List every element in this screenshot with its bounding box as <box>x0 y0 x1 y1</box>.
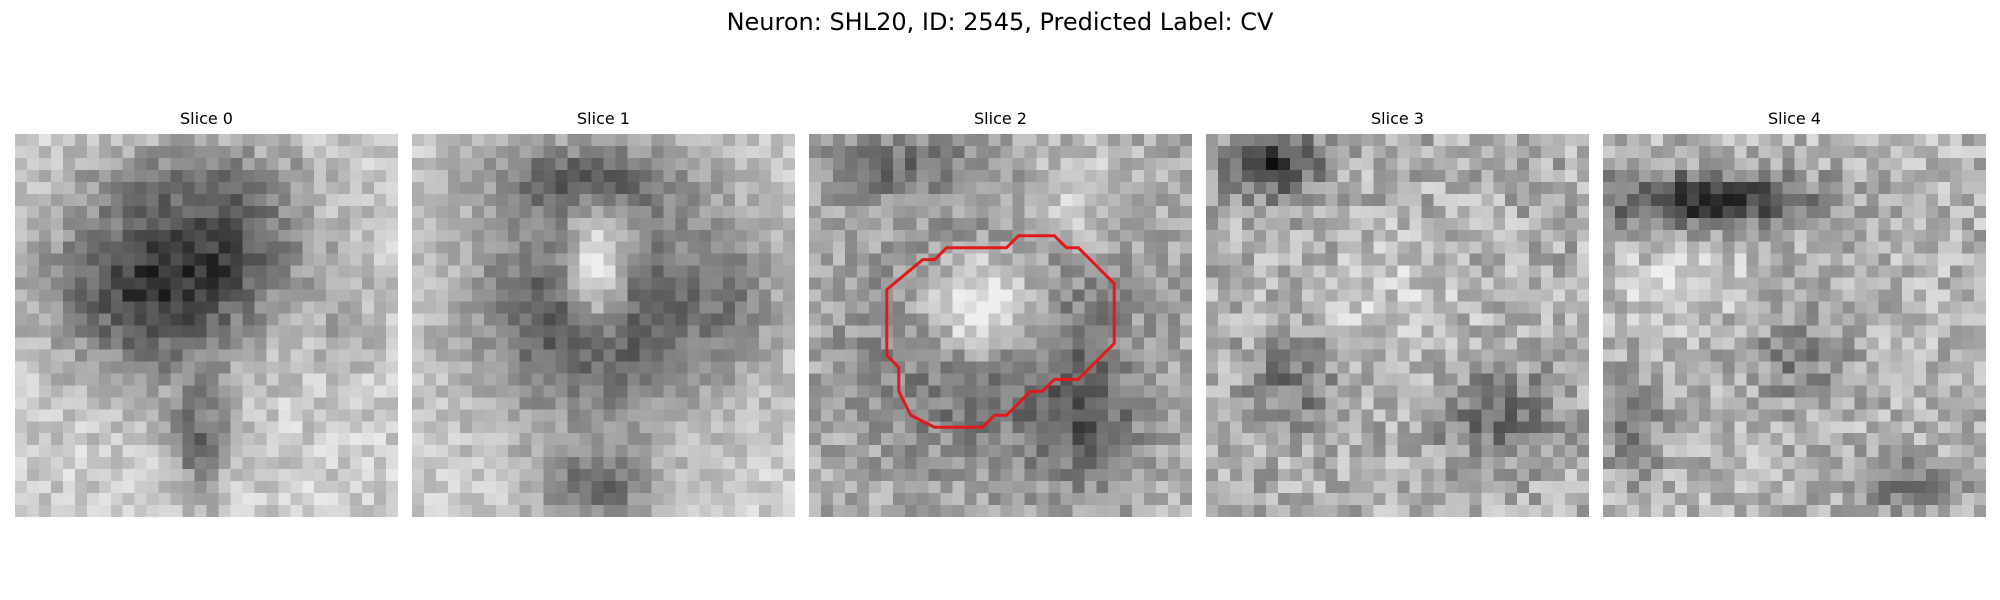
figure-title: Neuron: SHL20, ID: 2545, Predicted Label… <box>0 6 2000 38</box>
slice-image-1 <box>412 134 795 517</box>
slice-image-0 <box>15 134 398 517</box>
slice-panel-1: Slice 1 <box>412 106 795 517</box>
slice-title-4: Slice 4 <box>1603 106 1986 132</box>
slice-panel-2: Slice 2 <box>809 106 1192 517</box>
slice-panel-4: Slice 4 <box>1603 106 1986 517</box>
slice-title-1: Slice 1 <box>412 106 795 132</box>
slice-panel-3: Slice 3 <box>1206 106 1589 517</box>
slice-image-2 <box>809 134 1192 517</box>
slice-title-2: Slice 2 <box>809 106 1192 132</box>
slice-title-3: Slice 3 <box>1206 106 1589 132</box>
slice-image-4 <box>1603 134 1986 517</box>
slice-panel-0: Slice 0 <box>15 106 398 517</box>
slice-title-0: Slice 0 <box>15 106 398 132</box>
slice-image-3 <box>1206 134 1589 517</box>
